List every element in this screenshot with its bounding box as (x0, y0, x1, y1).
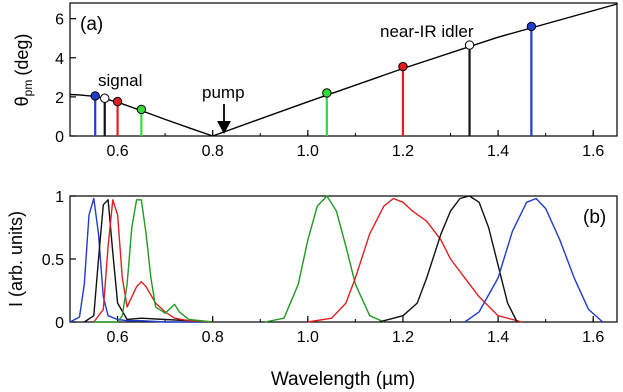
spectrum-line (93, 199, 213, 323)
y-tick-label-a: 4 (55, 51, 64, 68)
spectrum-line (69, 197, 213, 323)
stem-marker (398, 61, 408, 72)
panel-a-label: (a) (80, 14, 103, 35)
panel-b-frame (69, 195, 618, 323)
x-tick-label-b: 0.6 (106, 329, 128, 346)
stem-marker (90, 91, 100, 101)
y-axis-label-a: θpm (deg) (12, 34, 35, 107)
x-tick-label-a: 1.4 (487, 143, 509, 160)
stem-marker (136, 104, 147, 115)
annotation-near-ir-idler: near-IR idler (380, 22, 474, 41)
x-tick-label-b: 1.2 (392, 329, 414, 346)
spectrum-line (93, 199, 213, 323)
panel-a-frame (69, 2, 618, 137)
y-axis-label-a-unit: (deg) (12, 34, 32, 76)
spectrum-line (264, 195, 385, 323)
x-tick-label-b: 0.8 (202, 329, 224, 346)
stem-marker (464, 40, 475, 50)
y-tick-label-b: 0.5 (42, 252, 64, 269)
y-tick-label-a: 0 (55, 129, 64, 146)
panel-b-label: (b) (583, 207, 606, 228)
x-tick-label-b: 1.4 (487, 329, 509, 346)
annotation-pump: pump (202, 83, 245, 102)
spectrum-line (307, 197, 523, 323)
annotation-signal: signal (98, 71, 142, 90)
panel-a: (a) signal pump near-IR idler θpm (deg) 0… (12, 2, 618, 160)
spectrum-line (379, 195, 518, 323)
x-tick-label-a: 0.6 (106, 143, 128, 160)
x-tick-label-b: 1.0 (297, 329, 319, 346)
y-tick-label-b: 0 (55, 315, 64, 332)
spectrum-line (83, 199, 213, 323)
x-axis-label: Wavelength (µm) (271, 369, 415, 390)
x-tick-label-a: 0.8 (202, 143, 224, 160)
panel-b: (b) I (arb. units) Wavelength (µm) 0.6 0.… (6, 189, 618, 390)
y-tick-label-b: 1 (55, 189, 64, 206)
x-tick-label-b: 1.6 (582, 329, 604, 346)
svg-text:θpm(deg): θpm (deg) (12, 34, 35, 107)
y-tick-label-a: 2 (55, 90, 64, 107)
stem-marker (112, 96, 123, 107)
spectrum-line (464, 197, 604, 323)
y-tick-label-a: 6 (55, 12, 64, 29)
y-axis-label-a-symbol: θ (12, 96, 32, 106)
x-tick-label-a: 1.6 (582, 143, 604, 160)
x-tick-label-a: 1.0 (297, 143, 319, 160)
y-axis-label-b: I (arb. units) (6, 211, 26, 307)
stem-marker (526, 21, 537, 32)
stem-marker (322, 88, 332, 98)
pump-arrow-head (217, 121, 231, 134)
stem-marker (100, 93, 110, 103)
x-tick-label-a: 1.2 (392, 143, 414, 160)
y-axis-label-a-subscript: pm (21, 80, 35, 97)
